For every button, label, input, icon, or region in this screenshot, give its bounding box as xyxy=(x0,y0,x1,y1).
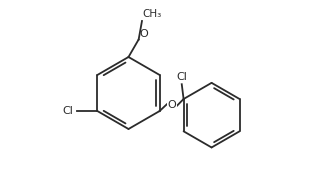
Text: Cl: Cl xyxy=(176,72,187,82)
Text: O: O xyxy=(139,28,148,39)
Text: CH₃: CH₃ xyxy=(142,9,161,19)
Text: O: O xyxy=(167,100,176,110)
Text: Cl: Cl xyxy=(63,106,73,116)
